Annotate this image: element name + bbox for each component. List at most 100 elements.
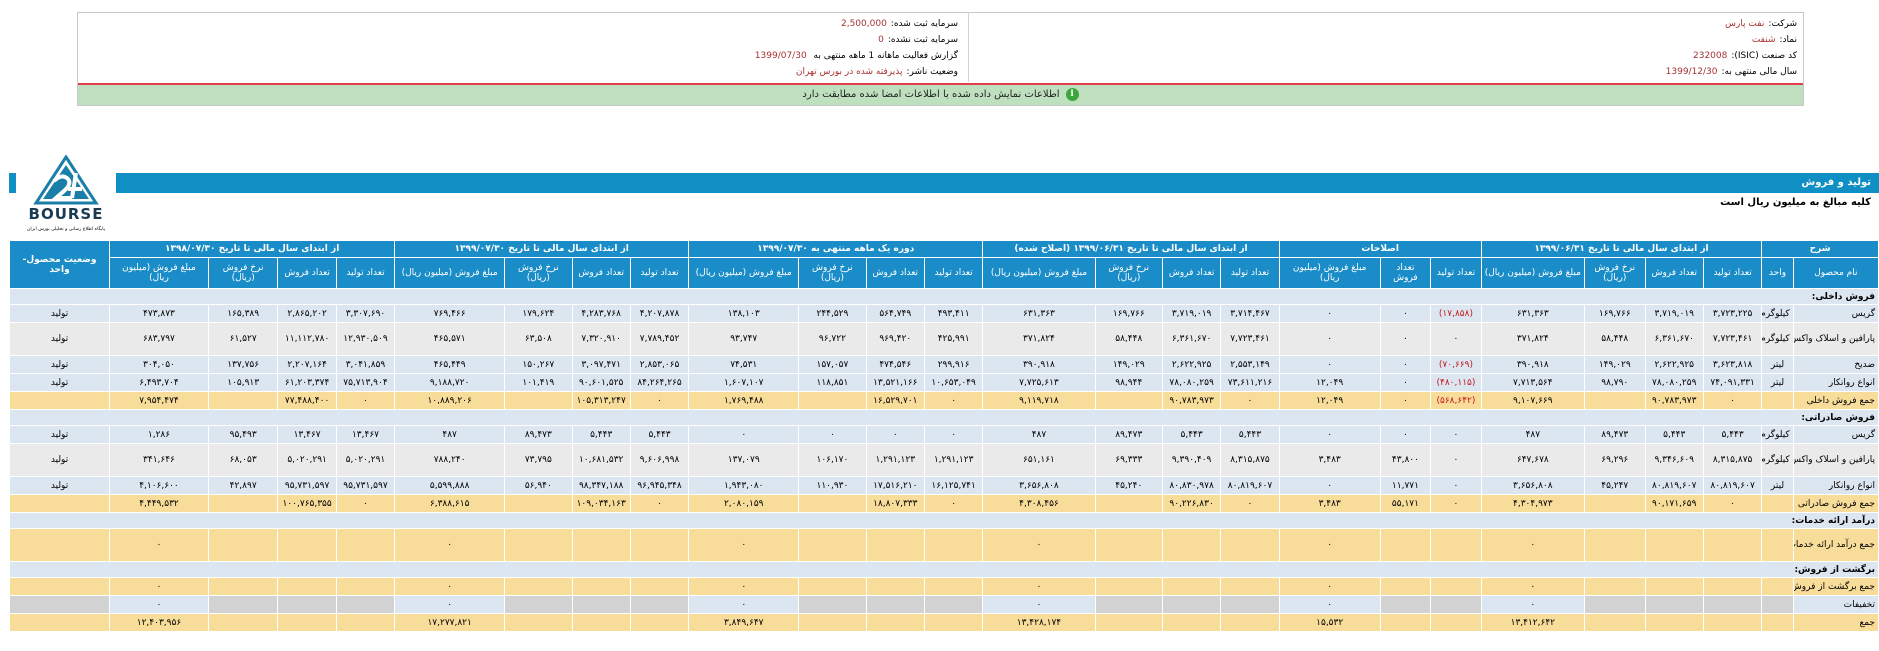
table-cell: ۲۹۹,۹۱۶ bbox=[923, 355, 984, 374]
table-cell: ۰ bbox=[1702, 494, 1763, 513]
table-cell: ۹۰,۷۸۳,۹۷۳ bbox=[1644, 391, 1704, 410]
product-name-cell: انواع روانکار bbox=[1792, 476, 1879, 495]
table-cell: ۰ bbox=[394, 528, 506, 562]
table-cell: ۸۹,۴۷۳ bbox=[1094, 425, 1163, 444]
table-cell bbox=[1430, 613, 1482, 632]
table-cell: (۱۷,۸۵۸) bbox=[1430, 304, 1482, 323]
table-cell: تولید bbox=[8, 425, 111, 444]
table-cell: ۰ bbox=[109, 528, 209, 562]
table-cell bbox=[571, 528, 631, 562]
table-cell: ۴,۲۰۷,۸۷۸ bbox=[629, 304, 690, 323]
table-cell: ۰ bbox=[1278, 425, 1381, 444]
product-name-cell: جمع برگشت از فروش bbox=[1792, 577, 1879, 596]
table-cell: ۱۷۹,۶۲۴ bbox=[504, 304, 573, 323]
table-cell: ۱۷,۵۱۶,۲۱۰ bbox=[865, 476, 925, 495]
table-cell bbox=[1379, 528, 1432, 562]
table-cell bbox=[8, 613, 111, 632]
table-cell bbox=[923, 577, 984, 596]
table-cell: ۲,۸۶۵,۲۰۲ bbox=[277, 304, 337, 323]
table-cell bbox=[1430, 595, 1482, 614]
table-row: جمع برگشت از فروش ۰ ۰ ۰ ۰ ۰ ۰ bbox=[8, 577, 1879, 596]
isic-label: کد صنعت (ISIC): bbox=[1731, 51, 1797, 61]
report-label: گزارش فعالیت ماهانه bbox=[877, 51, 958, 61]
table-cell: ۱۴۹,۰۲۹ bbox=[1583, 355, 1646, 374]
isic-row: کد صنعت (ISIC):232008 bbox=[1693, 48, 1797, 64]
table-cell: ۵,۴۴۳ bbox=[629, 425, 690, 444]
table-cell: ۱۶۹,۷۶۶ bbox=[1583, 304, 1646, 323]
table-cell bbox=[8, 391, 111, 410]
table-cell: ۷۴,۰۹۱,۳۳۱ bbox=[1702, 373, 1763, 392]
table-cell: ۲,۶۲۲,۹۲۵ bbox=[1644, 355, 1704, 374]
table-cell: ۴۳,۸۰۰ bbox=[1379, 443, 1432, 477]
table-cell bbox=[1583, 577, 1646, 596]
table-cell bbox=[629, 528, 690, 562]
table-cell: ۹۸,۳۴۷,۱۸۸ bbox=[571, 476, 631, 495]
table-cell bbox=[335, 577, 396, 596]
product-name-cell: جمع فروش صادراتی bbox=[1792, 494, 1879, 513]
table-cell: ۱۰,۶۸۱,۵۳۲ bbox=[571, 443, 631, 477]
table-cell: ۰ bbox=[1430, 443, 1482, 477]
table-cell: ۰ bbox=[1379, 355, 1432, 374]
table-cell: ۴۵,۲۴۷ bbox=[1583, 476, 1646, 495]
table-cell: ۰ bbox=[335, 391, 396, 410]
table-cell: ۸۹,۴۷۳ bbox=[1583, 425, 1646, 444]
column-header: نرخ فروش (ریال) bbox=[798, 257, 867, 289]
table-cell: ۶۹,۳۳۳ bbox=[1094, 443, 1163, 477]
table-cell: ۶۳۱,۳۶۳ bbox=[1480, 304, 1585, 323]
table-cell: ۱,۲۹۱,۱۲۳ bbox=[865, 443, 925, 477]
product-name-cell: جمع فروش داخلی bbox=[1792, 391, 1879, 410]
table-cell: ۱۵,۵۳۲ bbox=[1278, 613, 1381, 632]
table-cell: ۴۸۷ bbox=[982, 425, 1096, 444]
table-cell: ۰ bbox=[923, 425, 984, 444]
table-cell: ۹۵,۷۳۱,۵۹۷ bbox=[335, 476, 396, 495]
table-cell: ۰ bbox=[688, 577, 800, 596]
table-cell bbox=[798, 494, 867, 513]
info-icon: i bbox=[1065, 87, 1079, 101]
table-cell: ۶۵۱,۱۶۱ bbox=[982, 443, 1096, 477]
logo-subtitle: پایگاه اطلاع رسانی و تحلیلی بورس ایران bbox=[27, 225, 106, 232]
column-header: مبلغ فروش (میلیون ریال) bbox=[982, 257, 1096, 289]
table-cell: ۴۶۵,۵۷۱ bbox=[394, 322, 506, 356]
table-cell: ۱۰۰,۷۶۵,۳۵۵ bbox=[277, 494, 337, 513]
table-cell bbox=[1761, 528, 1794, 562]
table-cell bbox=[504, 391, 573, 410]
table-cell: کیلوگرم bbox=[1761, 443, 1794, 477]
section-row: فروش صادراتی: bbox=[9, 409, 1879, 426]
isic-value: 232008 bbox=[1693, 51, 1728, 61]
section-title: تولید و فروش bbox=[1801, 177, 1871, 188]
table-cell: ۱۰,۸۸۹,۲۰۶ bbox=[394, 391, 506, 410]
table-cell: ۴۶۵,۴۴۹ bbox=[394, 355, 506, 374]
table-cell bbox=[1220, 613, 1280, 632]
unregistered-capital-label: سرمایه ثبت نشده: bbox=[887, 35, 958, 45]
table-cell bbox=[1583, 528, 1646, 562]
table-cell bbox=[1430, 577, 1482, 596]
column-header: تعداد فروش bbox=[865, 257, 925, 289]
table-cell: ۰ bbox=[1220, 391, 1280, 410]
table-cell: ۹,۳۴۶,۶۰۹ bbox=[1644, 443, 1704, 477]
table-cell bbox=[504, 528, 573, 562]
column-header-row: نام محصول واحد تعداد تولید تعداد فروش نرخ فر… bbox=[10, 257, 1879, 289]
publisher-value: پذیرفته شده در بورس تهران bbox=[795, 67, 903, 77]
table-cell: ۰ bbox=[1702, 391, 1763, 410]
table-cell: ۰ bbox=[1379, 425, 1432, 444]
table-cell: ۰ bbox=[1430, 494, 1482, 513]
table-cell: ۴۲۵,۹۹۱ bbox=[923, 322, 984, 356]
table-cell bbox=[1379, 613, 1432, 632]
table-cell: تولید bbox=[8, 322, 111, 356]
column-header: نام محصول bbox=[1792, 257, 1879, 289]
table-cell: ۳۹۰,۹۱۸ bbox=[1480, 355, 1585, 374]
unregistered-capital-value: 0 bbox=[878, 35, 884, 45]
product-name-cell: ضدیخ bbox=[1792, 355, 1879, 374]
table-cell: ۰ bbox=[335, 494, 396, 513]
table-cell: ۰ bbox=[982, 577, 1096, 596]
table-cell: ۳,۰۴۱,۸۵۹ bbox=[335, 355, 396, 374]
table-cell: ۵,۴۴۳ bbox=[1220, 425, 1280, 444]
table-cell: لیتر bbox=[1761, 355, 1794, 374]
table-cell bbox=[1094, 528, 1163, 562]
group-header-row: شرح از ابتدای سال مالی تا تاریخ ۱۳۹۹/۰۶/… bbox=[8, 240, 1879, 289]
table-cell: ۰ bbox=[1379, 304, 1432, 323]
table-cell: ۱۵۰,۲۶۷ bbox=[504, 355, 573, 374]
table-cell: ۳,۶۵۶,۸۰۸ bbox=[1480, 476, 1585, 495]
table-cell bbox=[1220, 595, 1280, 614]
table-cell bbox=[571, 577, 631, 596]
